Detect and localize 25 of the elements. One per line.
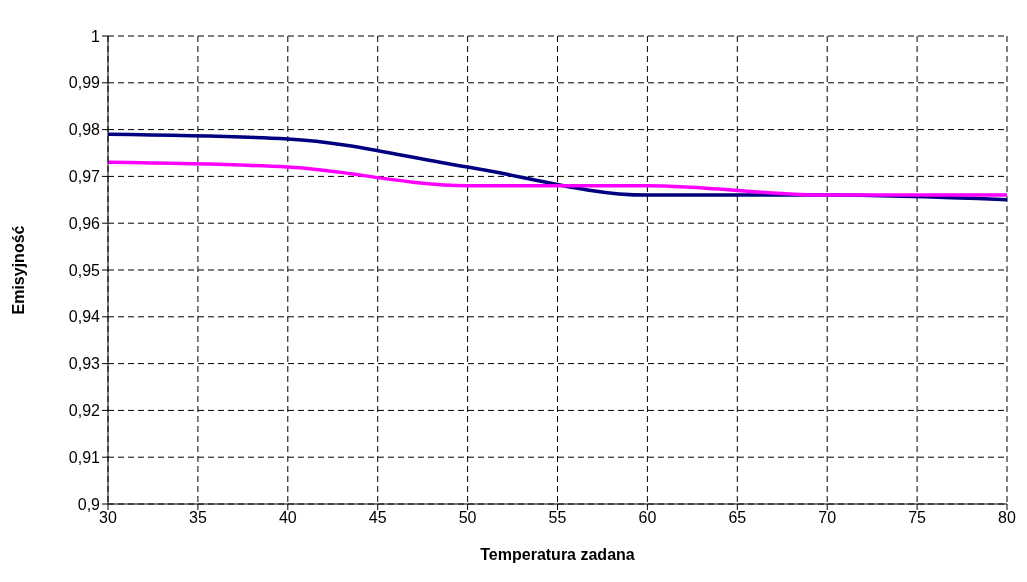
x-tick-label: 35 — [189, 509, 207, 527]
y-tick-label: 0,93 — [68, 355, 101, 373]
x-tick-label: 30 — [99, 509, 117, 527]
y-tick-label: 0,9 — [77, 495, 101, 513]
y-tick-label: 0,97 — [68, 168, 101, 186]
x-tick-label: 55 — [548, 509, 567, 527]
x-tick-label: 60 — [638, 509, 657, 527]
y-tick-label: 0,91 — [68, 448, 101, 466]
x-tick-label: 50 — [458, 509, 477, 527]
x-tick-label: 40 — [278, 509, 297, 527]
x-axis-title: Temperatura zadana — [480, 546, 635, 563]
y-tick-label: 0,96 — [68, 214, 101, 232]
y-axis-title: Emisyjność — [9, 225, 27, 315]
x-tick-label: 70 — [818, 509, 837, 527]
x-tick-label: 75 — [908, 509, 927, 527]
y-tick-label: 0,99 — [68, 74, 101, 92]
x-tick-label: 65 — [728, 509, 747, 527]
y-tick-label: 1 — [91, 27, 101, 45]
x-tick-label: 45 — [368, 509, 387, 527]
y-tick-label: 0,94 — [68, 308, 101, 326]
y-tick-label: 0,98 — [68, 121, 101, 139]
x-tick-label: 80 — [998, 509, 1016, 527]
line-series — [108, 160, 1007, 197]
y-tick-label: 0,95 — [68, 261, 101, 279]
y-tick-label: 0,92 — [68, 402, 101, 420]
